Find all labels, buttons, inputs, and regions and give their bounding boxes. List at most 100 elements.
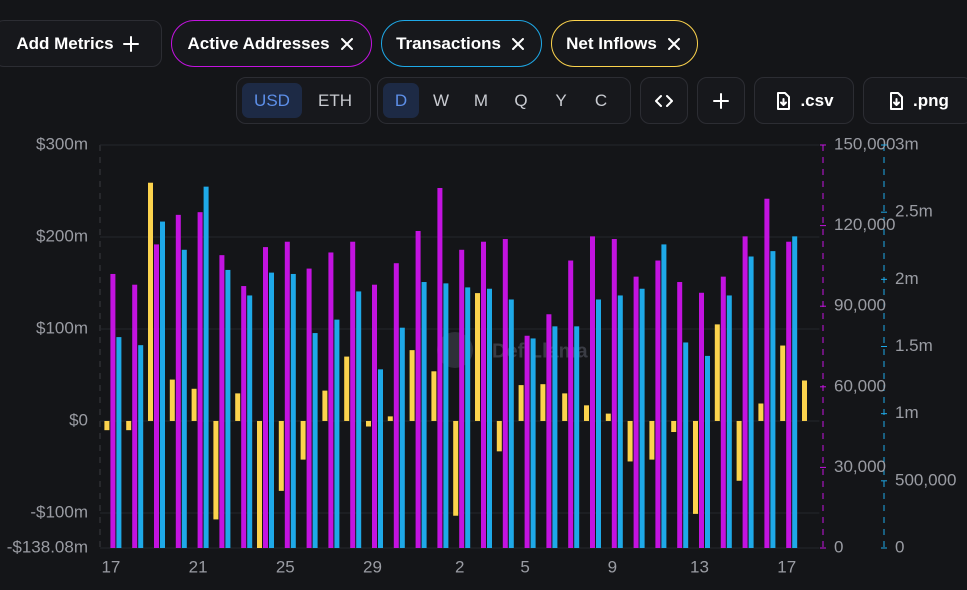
watermark: DefiLlama	[492, 340, 588, 362]
bar	[748, 256, 754, 548]
period-option[interactable]: M	[473, 90, 489, 110]
bar	[197, 212, 203, 548]
bar	[387, 416, 393, 421]
bar	[241, 286, 247, 548]
period-option[interactable]: Q	[514, 90, 528, 110]
bar	[518, 385, 524, 421]
bar	[693, 420, 698, 514]
bar	[627, 420, 633, 462]
y2-tick-label: 90,000	[834, 296, 886, 315]
x-tick-label: 17	[777, 557, 796, 576]
bar	[617, 295, 623, 548]
bar	[415, 230, 421, 548]
y-tick-label: $200m	[36, 226, 88, 245]
bar	[409, 350, 415, 421]
csv-button[interactable]: .csv	[754, 77, 854, 124]
bar	[720, 276, 726, 548]
bar	[508, 299, 514, 548]
download-icon	[777, 91, 791, 110]
bar	[104, 420, 110, 431]
bar	[726, 295, 732, 548]
period-option[interactable]: D	[383, 83, 419, 118]
add-button[interactable]	[697, 77, 745, 124]
bar	[802, 380, 807, 421]
metric-chip[interactable]: Active Addresses	[171, 20, 372, 67]
y3-tick-label: 1m	[895, 403, 919, 422]
bar	[372, 284, 377, 548]
bar	[683, 342, 689, 548]
y-tick-label: -$138.08m	[7, 537, 88, 556]
bar	[590, 236, 595, 548]
bar	[524, 335, 530, 548]
bar	[284, 241, 290, 548]
metric-chip[interactable]: Transactions	[381, 20, 542, 67]
y3-tick-label: 2m	[895, 269, 919, 288]
bar	[530, 338, 536, 548]
close-icon[interactable]	[338, 35, 356, 53]
png-button[interactable]: .png	[863, 77, 967, 124]
bar	[453, 420, 459, 516]
embed-button[interactable]	[640, 77, 688, 124]
bar	[219, 255, 225, 549]
x-tick-label: 5	[520, 557, 529, 576]
bar	[639, 288, 645, 548]
metric-chip-label: Active Addresses	[187, 33, 330, 53]
bar	[322, 390, 328, 421]
bar	[780, 345, 786, 421]
y-tick-label: $100m	[36, 318, 88, 337]
bar	[334, 319, 340, 548]
metric-chip[interactable]: Net Inflows	[551, 20, 698, 67]
bar	[736, 420, 742, 481]
x-tick-label: 29	[363, 557, 382, 576]
period-toggle: D W M Q Y C	[377, 77, 631, 124]
bar	[378, 369, 383, 548]
y3-tick-label: 3m	[895, 134, 919, 153]
bar	[742, 236, 748, 548]
y-tick-label: $0	[69, 410, 88, 429]
bar	[714, 324, 720, 421]
plus-icon	[122, 35, 139, 52]
currency-option[interactable]: ETH	[318, 90, 352, 110]
code-icon	[655, 94, 673, 107]
bar	[328, 252, 334, 548]
metric-chip-label: Transactions	[396, 33, 501, 53]
bar	[792, 236, 798, 548]
bar	[247, 295, 253, 548]
bar	[611, 239, 617, 549]
bar	[459, 249, 465, 548]
period-option[interactable]: W	[432, 90, 450, 110]
bar	[786, 241, 792, 548]
bar	[203, 186, 209, 549]
bar	[344, 356, 350, 421]
add-metrics-button[interactable]: Add Metrics	[0, 20, 162, 67]
bar	[312, 333, 318, 548]
y2-tick-label: 30,000	[834, 457, 886, 476]
bar	[257, 420, 262, 548]
period-option[interactable]: Y	[555, 90, 567, 110]
bar	[278, 420, 284, 491]
bar	[366, 420, 371, 427]
currency-toggle: USD ETH	[236, 77, 371, 124]
y3-tick-label: 2.5m	[895, 202, 933, 221]
bar	[443, 283, 449, 548]
close-icon[interactable]	[665, 35, 683, 53]
bar	[263, 247, 268, 549]
y2-tick-label: 60,000	[834, 376, 886, 395]
currency-option[interactable]: USD	[242, 83, 302, 118]
bar	[705, 355, 710, 548]
bar	[758, 403, 764, 421]
bar	[699, 292, 704, 548]
period-option[interactable]: C	[594, 90, 608, 110]
bar	[584, 405, 589, 421]
x-tick-label: 17	[101, 557, 120, 576]
bar	[764, 198, 770, 548]
bar	[562, 393, 568, 421]
bar	[181, 249, 187, 548]
x-tick-label: 2	[455, 557, 464, 576]
bar	[475, 293, 480, 421]
bar	[671, 420, 677, 433]
y-tick-label: $300m	[36, 134, 88, 153]
close-icon[interactable]	[509, 35, 527, 53]
